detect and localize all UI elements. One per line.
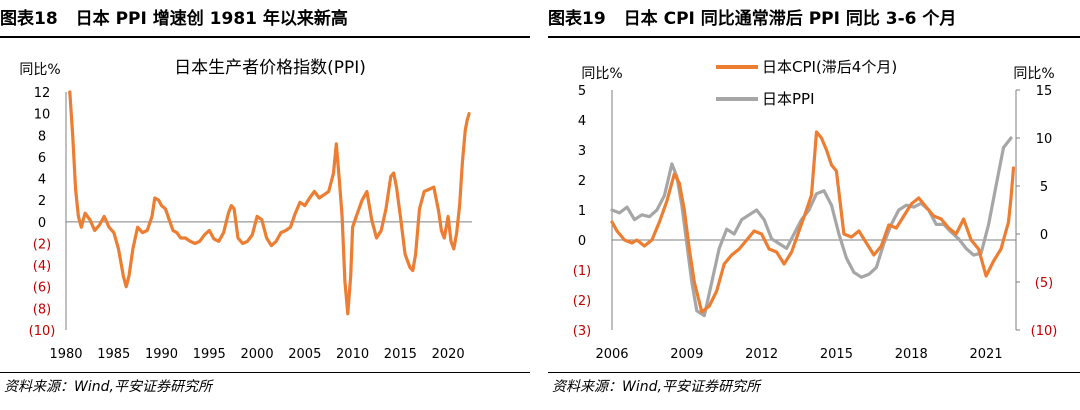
y-tick-label: (6) <box>33 281 51 296</box>
cpi-series-line <box>610 130 1016 314</box>
right-top-rule <box>548 36 1080 38</box>
left-y-tick-label: (1) <box>573 264 591 279</box>
right-y-tick-label: (5) <box>1035 276 1053 291</box>
legend: 日本CPI(滞后4个月) 日本PPI <box>716 58 897 108</box>
ppi-series-line <box>68 90 471 316</box>
y-tick-label: 2 <box>38 194 46 209</box>
ppi-line-chart: 日本生产者价格指数(PPI) 同比% 12 10 8 6 4 2 0 (2) (4) (6) (8)… <box>19 58 472 362</box>
right-y-axis-unit-label: 同比% <box>1013 66 1054 82</box>
y-axis-unit-label: 同比% <box>19 62 60 78</box>
ppi-series-line <box>610 136 1013 318</box>
right-source-note: 资料来源：Wind,平安证券研究所 <box>552 379 760 395</box>
left-y-tick-label: (3) <box>573 324 591 339</box>
x-tick-label: 1980 <box>49 347 82 362</box>
y-tick-label: 6 <box>38 151 46 166</box>
x-tick-label: 2009 <box>670 347 703 362</box>
legend-label: 日本PPI <box>762 90 815 108</box>
left-top-rule <box>0 36 530 38</box>
x-tick-label: 2006 <box>595 347 628 362</box>
y-tick-label: 4 <box>38 173 46 188</box>
x-tick-label: 2020 <box>432 347 465 362</box>
x-tick-label: 2021 <box>970 347 1003 362</box>
x-tick-label: 1990 <box>145 347 178 362</box>
right-figure-label: 图表19 <box>548 9 606 29</box>
left-y-tick-label: 2 <box>578 174 586 189</box>
x-tick-label: 2005 <box>288 347 321 362</box>
x-tick-label: 1995 <box>193 347 226 362</box>
left-y-tick-label: 0 <box>578 234 586 249</box>
left-figure-label: 图表18 <box>0 9 58 29</box>
left-y-tick-label: (2) <box>573 294 591 309</box>
left-figure-heading: 图表18 日本 PPI 增速创 1981 年以来新高 <box>0 4 348 34</box>
cpi-ppi-line-chart: 同比% 同比% 日本CPI(滞后4个月)日本PPI 543210(1)(2)(3… <box>573 58 1058 362</box>
left-source-note: 资料来源：Wind,平安证券研究所 <box>4 379 212 395</box>
x-tick-label: 2000 <box>241 347 274 362</box>
y-tick-label: 0 <box>38 216 46 231</box>
x-tick-label: 1985 <box>97 347 130 362</box>
right-bottom-rule <box>548 372 1080 373</box>
left-y-tick-label: 5 <box>578 84 586 99</box>
left-y-tick-label: 1 <box>578 204 586 219</box>
left-bottom-rule <box>0 372 530 373</box>
x-tick-label: 2010 <box>336 347 369 362</box>
x-tick-label: 2018 <box>895 347 928 362</box>
left-figure-panel: 图表18 日本 PPI 增速创 1981 年以来新高 日本生产者价格指数(PPI)… <box>0 0 530 410</box>
right-y-tick-label: 15 <box>1036 84 1053 99</box>
right-figure-panel: 图表19 日本 CPI 同比通常滞后 PPI 同比 3-6 个月 同比% 同比% … <box>548 0 1080 410</box>
y-tick-label: 12 <box>34 86 51 101</box>
right-y-tick-label: 0 <box>1040 228 1048 243</box>
left-y-tick-label: 4 <box>578 114 586 129</box>
right-y-tick-label: (10) <box>1031 324 1058 339</box>
left-y-axis-unit-label: 同比% <box>581 66 622 82</box>
right-figure-heading: 图表19 日本 CPI 同比通常滞后 PPI 同比 3-6 个月 <box>548 4 956 34</box>
y-tick-label: (8) <box>33 302 51 317</box>
right-y-tick-label: 10 <box>1036 132 1053 147</box>
x-tick-label: 2015 <box>820 347 853 362</box>
x-tick-label: 2012 <box>745 347 778 362</box>
right-figure-title: 日本 CPI 同比通常滞后 PPI 同比 3-6 个月 <box>623 9 957 29</box>
y-tick-label: (4) <box>33 259 51 274</box>
left-figure-title: 日本 PPI 增速创 1981 年以来新高 <box>75 9 348 29</box>
y-tick-label: (2) <box>33 237 51 252</box>
y-tick-label: 10 <box>34 108 51 123</box>
right-y-tick-label: 5 <box>1040 180 1048 195</box>
legend-label: 日本CPI(滞后4个月) <box>762 58 897 76</box>
y-tick-label: (10) <box>29 324 56 339</box>
y-tick-label: 8 <box>38 129 46 144</box>
x-tick-label: 2015 <box>384 347 417 362</box>
left-y-tick-label: 3 <box>578 144 586 159</box>
chart-title: 日本生产者价格指数(PPI) <box>174 58 366 78</box>
